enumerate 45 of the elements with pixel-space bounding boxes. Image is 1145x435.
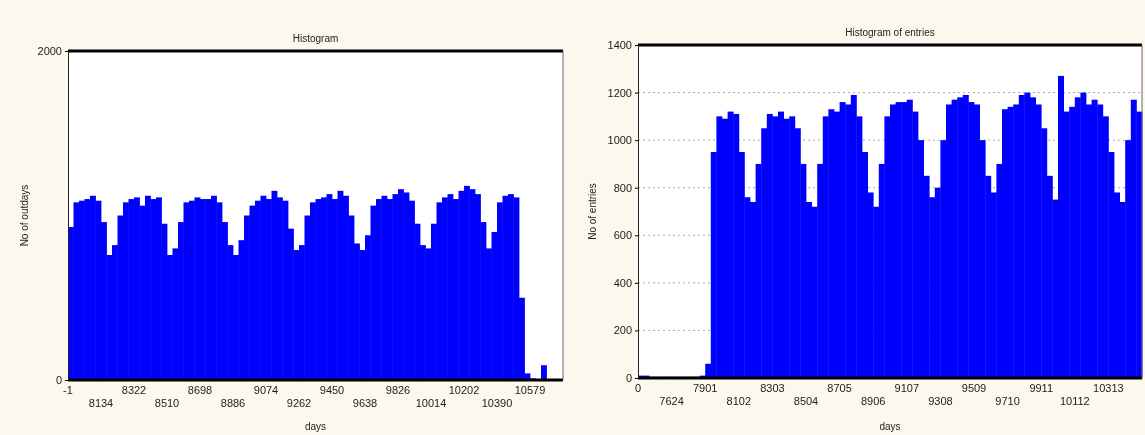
- y-tick-label: 200: [613, 324, 632, 337]
- x-tick-label: 10313: [1093, 381, 1124, 394]
- y-tick-label: 0: [625, 372, 632, 385]
- x-tick-label: 9911: [1029, 381, 1054, 394]
- x-tick-label: 7901: [692, 381, 718, 394]
- x-tick-label: 9509: [961, 381, 987, 394]
- y-tick-label: 1200: [607, 86, 632, 99]
- x-tick-label: 9074: [253, 383, 279, 396]
- x-tick-label: 8504: [793, 395, 819, 408]
- x-tick-label: 9107: [894, 381, 920, 394]
- x-tick-label: 8510: [154, 397, 180, 410]
- y-tick-label: 1000: [607, 134, 632, 147]
- x-axis-title: days: [879, 421, 901, 432]
- chart-title: Histogram: [292, 33, 339, 44]
- chart-title: Histogram of entries: [845, 27, 935, 38]
- x-tick-label: 8886: [220, 397, 246, 410]
- x-tick-label: 7624: [659, 395, 684, 408]
- y-axis-title: No of outdays: [19, 184, 30, 247]
- x-tick-label: 8906: [860, 395, 886, 408]
- x-tick-label: 9262: [286, 397, 312, 410]
- y-tick-label: 400: [613, 276, 632, 289]
- x-tick-label: 9450: [319, 383, 345, 396]
- x-tick-label: 8698: [187, 383, 213, 396]
- y-tick-label: 2000: [37, 45, 62, 58]
- x-tick-label: 0: [634, 381, 642, 394]
- y-tick-label: 800: [613, 181, 632, 194]
- x-tick-label: 9826: [385, 383, 411, 396]
- x-tick-label: 10014: [415, 397, 447, 410]
- x-tick-label: 9710: [995, 395, 1020, 408]
- x-tick-label: 8102: [726, 395, 752, 408]
- y-tick-label: 1400: [607, 39, 632, 52]
- x-tick-label: 8134: [88, 397, 114, 410]
- x-tick-label: 8303: [760, 381, 785, 394]
- y-tick-label: 600: [613, 229, 632, 242]
- x-tick-label: 9308: [928, 395, 953, 408]
- y-axis-title: No of entries: [587, 183, 598, 240]
- x-tick-label: 8705: [827, 381, 852, 394]
- x-tick-label: 8322: [121, 383, 147, 396]
- x-tick-label: 10112: [1059, 395, 1090, 408]
- x-tick-label: 10579: [514, 383, 546, 396]
- x-tick-label: 9638: [352, 397, 378, 410]
- x-tick-label: -1: [63, 383, 73, 396]
- x-tick-label: 10390: [481, 397, 513, 410]
- x-axis-title: days: [304, 421, 327, 432]
- x-tick-label: 10202: [448, 383, 480, 396]
